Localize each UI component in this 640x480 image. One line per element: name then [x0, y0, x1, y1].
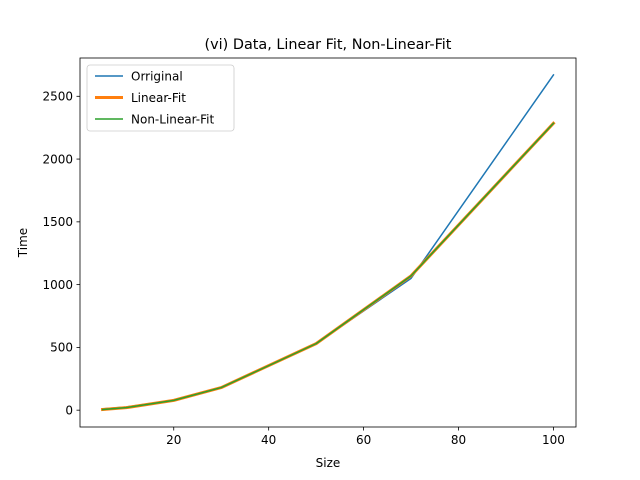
legend-label: Orriginal: [131, 69, 183, 83]
x-tick-label: 80: [451, 433, 466, 447]
legend-label: Non-Linear-Fit: [131, 112, 214, 126]
y-tick-label: 2500: [42, 90, 73, 104]
y-tick-label: 1500: [42, 215, 73, 229]
x-tick-label: 60: [356, 433, 371, 447]
y-tick-label: 1000: [42, 278, 73, 292]
x-tick-label: 100: [542, 433, 565, 447]
series-layer: [100, 73, 556, 412]
y-tick-label: 500: [50, 341, 73, 355]
x-axis-label: Size: [316, 456, 341, 470]
chart-title: (vi) Data, Linear Fit, Non-Linear-Fit: [205, 37, 452, 53]
x-tick-label: 20: [166, 433, 181, 447]
legend-frame: [86, 64, 235, 132]
legend: Orriginal Linear-Fit Non-Linear-Fit: [86, 64, 235, 132]
x-tick-label: 40: [261, 433, 276, 447]
y-axis-label: Time: [16, 228, 30, 258]
legend-label: Linear-Fit: [131, 91, 186, 105]
series-line-2: [101, 122, 555, 411]
plot-frame: [79, 57, 577, 428]
y-tick-label: 2000: [42, 152, 73, 166]
y-tick-label: 0: [65, 403, 73, 417]
